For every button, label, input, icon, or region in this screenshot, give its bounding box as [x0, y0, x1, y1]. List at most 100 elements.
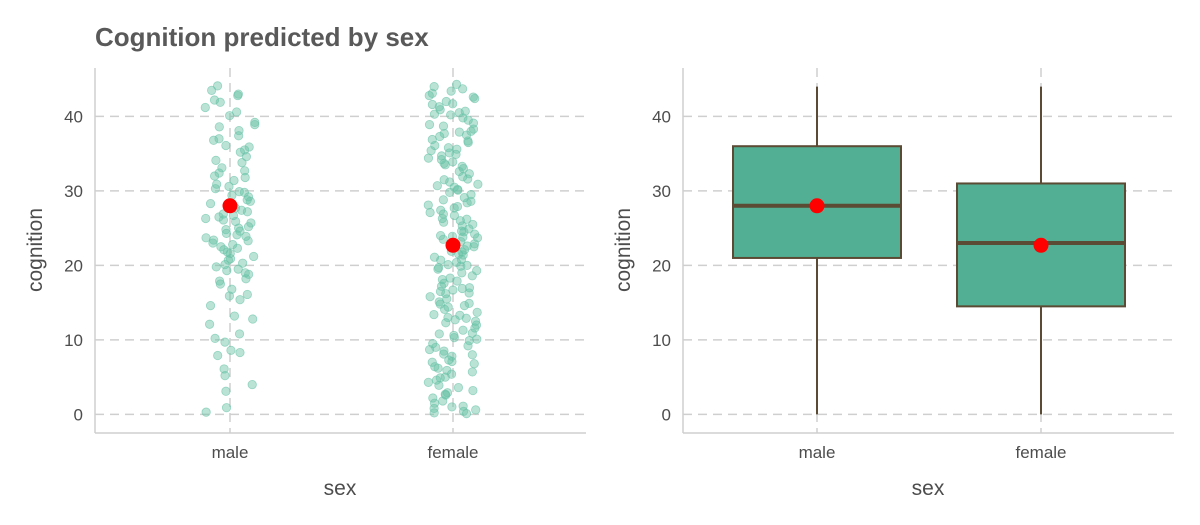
- data-point: [464, 288, 474, 298]
- jitter-x-label: sex: [324, 477, 357, 500]
- data-point: [214, 276, 225, 286]
- y-tick-label: 30: [652, 182, 671, 201]
- data-point: [462, 241, 472, 251]
- data-point: [446, 110, 456, 120]
- data-point: [240, 172, 250, 183]
- data-point: [425, 292, 435, 302]
- data-point: [457, 283, 467, 294]
- data-point: [434, 297, 444, 307]
- data-point: [454, 108, 464, 118]
- data-point: [211, 262, 221, 272]
- data-point: [242, 289, 252, 300]
- data-point: [220, 260, 230, 270]
- data-point: [429, 82, 439, 92]
- data-point: [429, 309, 439, 320]
- data-point: [233, 89, 243, 99]
- data-point: [250, 117, 260, 127]
- jitter-y-ticks: 0 10 20 30 40: [64, 107, 83, 424]
- data-point: [436, 155, 447, 165]
- data-point: [237, 158, 247, 168]
- data-point: [221, 228, 232, 238]
- data-point: [245, 196, 255, 206]
- data-point: [240, 166, 250, 176]
- data-point: [249, 251, 259, 262]
- data-point: [470, 323, 480, 333]
- data-point: [424, 120, 435, 130]
- data-point: [227, 284, 237, 294]
- jitter-x-tick-female: female: [427, 443, 478, 462]
- data-point: [449, 182, 459, 192]
- data-point: [439, 175, 449, 185]
- data-point: [442, 365, 452, 376]
- data-point: [458, 401, 468, 411]
- data-point: [232, 243, 243, 253]
- mean-point: [445, 237, 461, 253]
- data-point: [454, 127, 464, 137]
- data-point: [220, 371, 230, 381]
- data-point: [205, 198, 216, 209]
- data-point: [235, 347, 245, 358]
- boxplot-boxes: [732, 86, 1126, 415]
- data-point: [233, 264, 243, 274]
- y-tick-label: 0: [662, 405, 671, 424]
- data-point: [427, 357, 437, 367]
- data-point: [211, 155, 221, 165]
- data-point: [221, 140, 231, 151]
- data-point: [444, 355, 454, 365]
- data-point: [458, 232, 468, 242]
- data-point: [466, 190, 476, 200]
- data-point: [240, 145, 250, 155]
- data-point: [441, 96, 451, 107]
- data-point: [435, 373, 445, 383]
- data-point: [234, 329, 245, 339]
- boxplot-y-ticks: 0 10 20 30 40: [652, 107, 671, 424]
- data-point: [224, 291, 235, 301]
- data-point: [458, 172, 468, 182]
- data-point: [463, 174, 473, 184]
- data-point: [209, 135, 219, 145]
- data-point: [468, 118, 479, 128]
- data-point: [448, 157, 458, 167]
- data-point: [454, 166, 464, 177]
- data-point: [229, 175, 239, 186]
- data-point: [458, 84, 468, 94]
- data-point: [458, 325, 468, 335]
- data-point: [208, 238, 218, 248]
- data-point: [438, 396, 448, 406]
- data-point: [451, 149, 461, 160]
- data-point: [432, 181, 442, 191]
- data-point: [455, 310, 465, 320]
- data-point: [426, 146, 436, 156]
- data-point: [439, 128, 449, 139]
- data-point: [434, 329, 444, 339]
- chart-title: Cognition predicted by sex: [95, 22, 429, 52]
- data-point: [436, 151, 447, 161]
- data-point: [225, 254, 236, 264]
- data-point: [459, 301, 470, 311]
- data-point: [222, 247, 233, 257]
- data-point: [446, 369, 457, 379]
- data-point: [240, 268, 250, 278]
- data-point: [443, 302, 453, 312]
- data-point: [429, 109, 440, 119]
- data-point: [210, 184, 221, 194]
- data-point: [427, 134, 437, 145]
- data-point: [445, 187, 455, 197]
- data-point: [427, 99, 437, 110]
- y-tick-label: 20: [64, 256, 83, 275]
- data-point: [207, 85, 217, 95]
- data-point: [463, 115, 473, 125]
- y-tick-label: 40: [652, 107, 671, 126]
- data-point: [472, 307, 482, 317]
- data-point: [436, 231, 446, 241]
- jitter-y-label: cognition: [24, 208, 47, 292]
- data-point: [472, 334, 482, 344]
- mean-point: [809, 198, 825, 214]
- jitter-means: [222, 198, 461, 253]
- data-point: [453, 382, 464, 393]
- data-point: [464, 298, 474, 308]
- data-point: [242, 207, 253, 217]
- data-point: [433, 264, 443, 274]
- data-point: [225, 248, 235, 259]
- data-point: [458, 250, 468, 260]
